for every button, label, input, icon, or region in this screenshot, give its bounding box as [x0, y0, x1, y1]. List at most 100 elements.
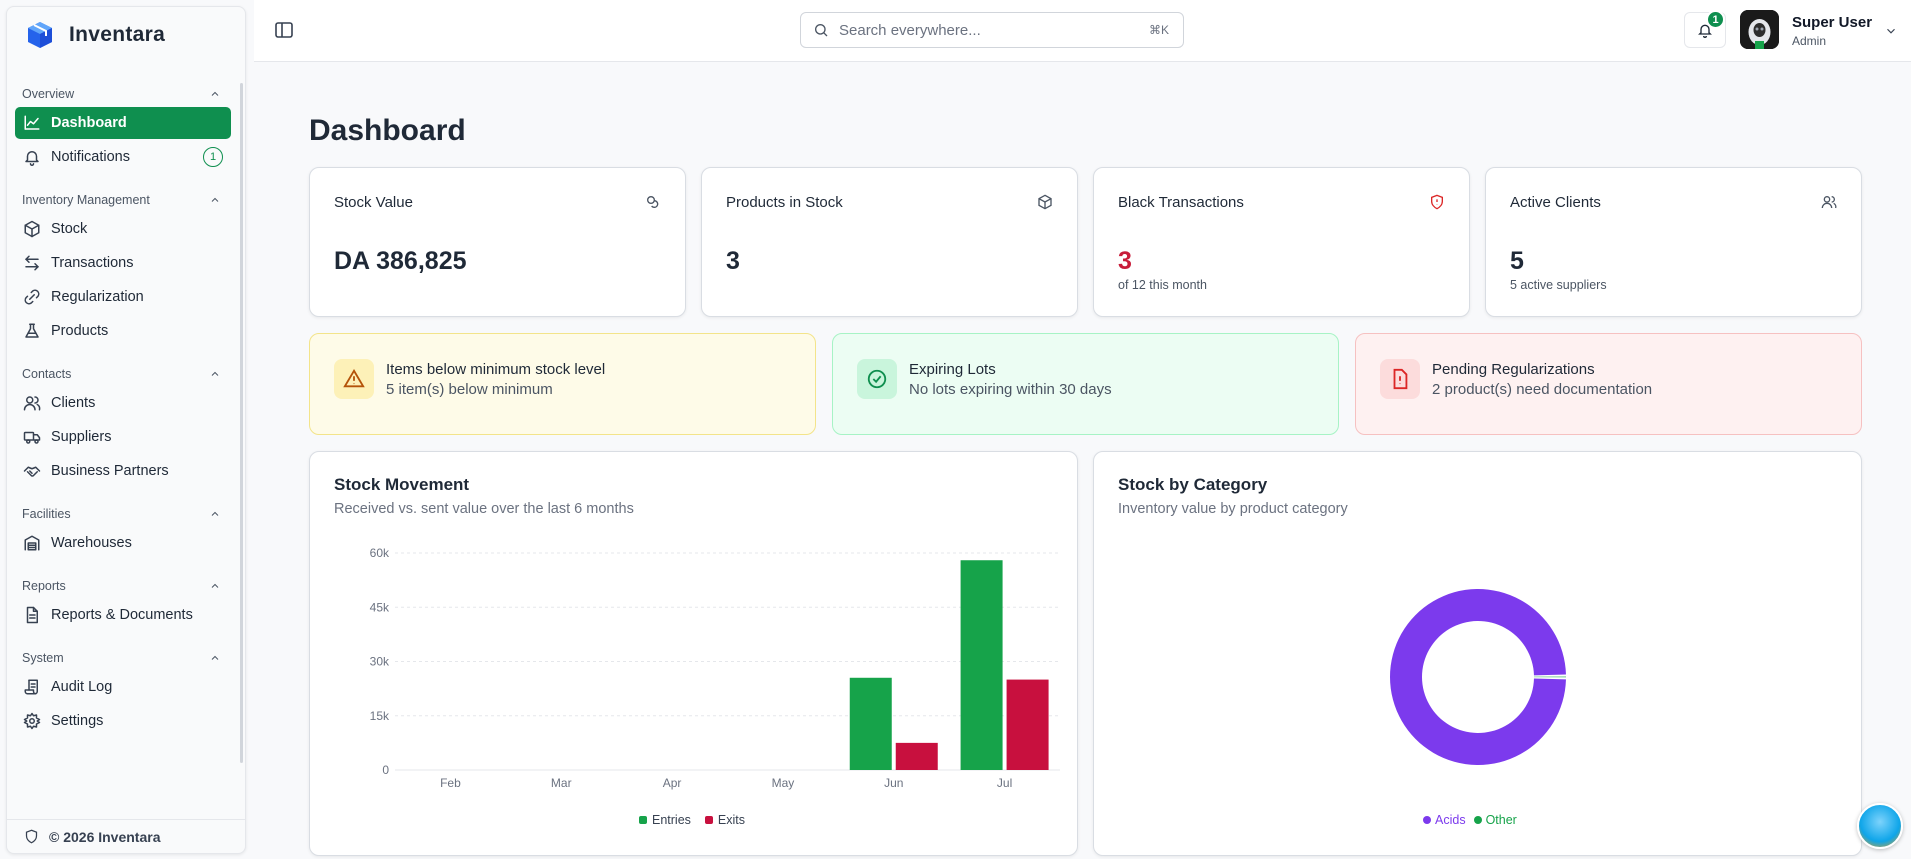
alert-expiring-lots[interactable]: Expiring Lots No lots expiring within 30…	[832, 333, 1339, 435]
donut-slice-acids[interactable]	[1390, 588, 1566, 765]
sidebar-item-label: Settings	[51, 713, 104, 729]
chevron-up-icon[interactable]	[209, 88, 221, 100]
section-title: Facilities	[22, 507, 71, 521]
stock-by-category-chart	[1390, 588, 1566, 765]
legend-dot	[1423, 816, 1431, 824]
section-header-system[interactable]: System	[7, 647, 239, 669]
truck-icon	[23, 431, 41, 444]
shield-alert-icon	[1431, 194, 1443, 210]
file-alert-icon	[1393, 368, 1408, 390]
sidebar-item-transactions[interactable]: Transactions	[15, 247, 231, 279]
bar-exits-jul	[1006, 679, 1049, 770]
section-header-contacts[interactable]: Contacts	[7, 363, 239, 385]
sidebar-item-notifications[interactable]: Notifications 1	[15, 141, 231, 173]
y-tick-label: 15k	[370, 709, 390, 723]
donut-slice-other[interactable]	[1533, 676, 1566, 678]
logo-cube-icon	[28, 22, 52, 48]
chevron-up-icon[interactable]	[209, 194, 221, 206]
search-shortcut: ⌘K	[1148, 23, 1169, 37]
stat-title: Active Clients	[1510, 194, 1601, 211]
sidebar-item-label: Warehouses	[51, 535, 132, 551]
legend-item-acids[interactable]: Acids	[1423, 813, 1466, 827]
sidebar-item-products[interactable]: Products	[15, 315, 231, 347]
flask-icon	[25, 323, 39, 338]
sidebar-item-dashboard[interactable]: Dashboard	[15, 107, 231, 139]
users-icon	[1821, 196, 1837, 209]
alert-low-stock[interactable]: Items below minimum stock level 5 item(s…	[309, 333, 816, 435]
stock-movement-card: Stock Movement Received vs. sent value o…	[309, 451, 1078, 856]
box-icon	[24, 220, 40, 238]
section-header-facilities[interactable]: Facilities	[7, 503, 239, 525]
sidebar-item-stock[interactable]: Stock	[15, 213, 231, 245]
legend-item-exits[interactable]: Exits	[704, 813, 745, 827]
notification-badge: 1	[203, 147, 223, 167]
chart-legend: Acids Other	[1423, 813, 1517, 827]
check-circle-icon	[867, 369, 887, 389]
sidebar-item-label: Business Partners	[51, 463, 169, 479]
app-name: Inventara	[69, 23, 166, 46]
sidebar-nav: Overview Dashboard Notifications 1 Inven…	[7, 83, 239, 739]
warning-triangle-icon	[343, 368, 365, 388]
stat-subtext: of 12 this month	[1118, 278, 1207, 292]
x-tick-label: Jul	[997, 776, 1012, 790]
avatar[interactable]	[1740, 10, 1779, 49]
sidebar-item-audit-log[interactable]: Audit Log	[15, 671, 231, 703]
sidebar-item-regularization[interactable]: Regularization	[15, 281, 231, 313]
stock-movement-chart: 0 15k 30k 45k 60k Feb Mar Apr May Jun Jul	[370, 546, 1060, 790]
legend-dot	[1473, 816, 1482, 824]
y-tick-label: 0	[382, 763, 389, 777]
stat-value: 5	[1510, 247, 1524, 275]
x-tick-label: Jun	[884, 776, 903, 790]
alert-subtitle: 5 item(s) below minimum	[386, 381, 553, 398]
stat-title: Black Transactions	[1118, 194, 1244, 211]
search-input[interactable]	[839, 21, 1149, 39]
section-header-inventory-management[interactable]: Inventory Management	[7, 189, 239, 211]
stat-card-products-in-stock[interactable]: Products in Stock 3	[701, 167, 1078, 317]
users-icon	[23, 396, 41, 411]
sidebar-item-label: Clients	[51, 395, 96, 411]
gear-icon	[23, 712, 41, 730]
chevron-up-icon[interactable]	[209, 580, 221, 592]
y-tick-label: 60k	[370, 546, 390, 560]
stat-card-active-clients[interactable]: Active Clients 5 5 active suppliers	[1485, 167, 1862, 317]
section-header-overview[interactable]: Overview	[7, 83, 239, 105]
chevron-up-icon[interactable]	[209, 508, 221, 520]
sidebar-toggle-icon[interactable]	[274, 20, 294, 40]
user-name[interactable]: Super User	[1792, 14, 1873, 31]
bar-exits-jun	[895, 742, 938, 770]
sidebar-item-settings[interactable]: Settings	[15, 705, 231, 737]
sidebar-item-clients[interactable]: Clients	[15, 387, 231, 419]
stat-card-black-transactions[interactable]: Black Transactions 3 of 12 this month	[1093, 167, 1470, 317]
chart-subtitle: Received vs. sent value over the last 6 …	[334, 501, 634, 517]
chart-title: Stock Movement	[334, 475, 470, 494]
legend-item-entries[interactable]: Entries	[639, 813, 691, 827]
floating-app-button[interactable]	[1857, 803, 1903, 849]
sidebar-item-business-partners[interactable]: Business Partners	[15, 455, 231, 487]
bar-entries-jun	[849, 677, 892, 770]
sidebar-item-suppliers[interactable]: Suppliers	[15, 421, 231, 453]
stat-title: Stock Value	[334, 194, 413, 211]
sidebar-item-label: Transactions	[51, 255, 134, 271]
brand[interactable]: Inventara	[7, 7, 245, 63]
alert-subtitle: No lots expiring within 30 days	[909, 381, 1112, 398]
legend-swatch	[639, 816, 647, 824]
chevron-down-icon[interactable]	[1884, 24, 1898, 38]
legend-item-other[interactable]: Other	[1473, 813, 1517, 827]
arrows-left-right-icon	[25, 255, 39, 271]
sidebar-item-warehouses[interactable]: Warehouses	[15, 527, 231, 559]
coins-icon	[647, 196, 659, 208]
search-bar[interactable]: ⌘K	[800, 12, 1184, 48]
sidebar-scrollbar[interactable]	[240, 83, 243, 763]
chevron-up-icon[interactable]	[209, 652, 221, 664]
notification-count-badge: 1	[1706, 10, 1725, 29]
stat-value: 3	[726, 247, 740, 275]
chevron-up-icon[interactable]	[209, 368, 221, 380]
section-header-reports[interactable]: Reports	[7, 575, 239, 597]
sidebar-item-reports-documents[interactable]: Reports & Documents	[15, 599, 231, 631]
legend-label: Other	[1485, 813, 1517, 827]
section-title: Inventory Management	[22, 193, 150, 207]
stat-card-stock-value[interactable]: Stock Value DA 386,825	[309, 167, 686, 317]
file-text-icon	[26, 606, 38, 624]
alert-pending-regularizations[interactable]: Pending Regularizations 2 product(s) nee…	[1355, 333, 1862, 435]
stat-value: 3	[1118, 247, 1132, 275]
